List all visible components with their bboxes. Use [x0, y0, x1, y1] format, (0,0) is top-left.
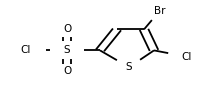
Text: Cl: Cl	[21, 45, 31, 55]
Text: O: O	[63, 66, 71, 76]
Text: Br: Br	[154, 5, 166, 16]
Text: O: O	[63, 24, 71, 34]
Text: S: S	[126, 62, 132, 72]
Text: Cl: Cl	[182, 52, 192, 62]
Text: S: S	[64, 45, 70, 55]
